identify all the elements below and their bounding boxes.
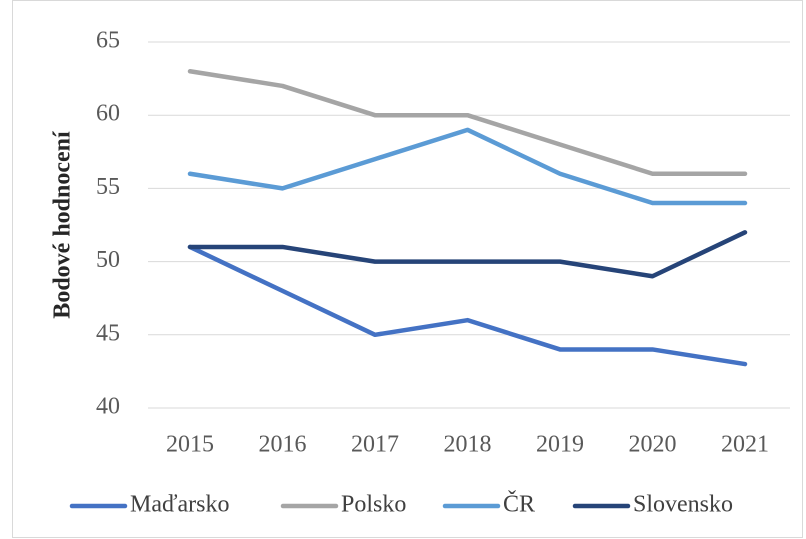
y-tick-label: 45 [96, 320, 120, 346]
y-tick-label: 55 [96, 174, 120, 200]
line-series [187, 69, 748, 177]
y-tick-label: 65 [96, 28, 120, 54]
line-series [187, 127, 748, 206]
y-tick-label: 40 [96, 394, 120, 420]
legend-label: ČR [503, 491, 535, 518]
line-series [187, 230, 748, 279]
x-tick-label: 2020 [629, 432, 677, 458]
y-axis-label: Bodové hodnocení [50, 131, 76, 319]
x-tick-label: 2018 [444, 432, 492, 458]
chart-border [12, 0, 803, 538]
legend-label: Maďarsko [130, 492, 230, 518]
x-tick-label: 2021 [721, 432, 769, 458]
x-tick-label: 2017 [351, 432, 399, 458]
y-tick-label: 50 [96, 247, 120, 273]
legend-label: Slovensko [633, 492, 733, 518]
line-series [187, 244, 748, 367]
y-tick-label: 60 [96, 101, 120, 127]
legend-label: Polsko [341, 492, 406, 518]
x-tick-label: 2016 [259, 432, 307, 458]
x-tick-label: 2015 [166, 432, 214, 458]
x-tick-label: 2019 [536, 432, 584, 458]
